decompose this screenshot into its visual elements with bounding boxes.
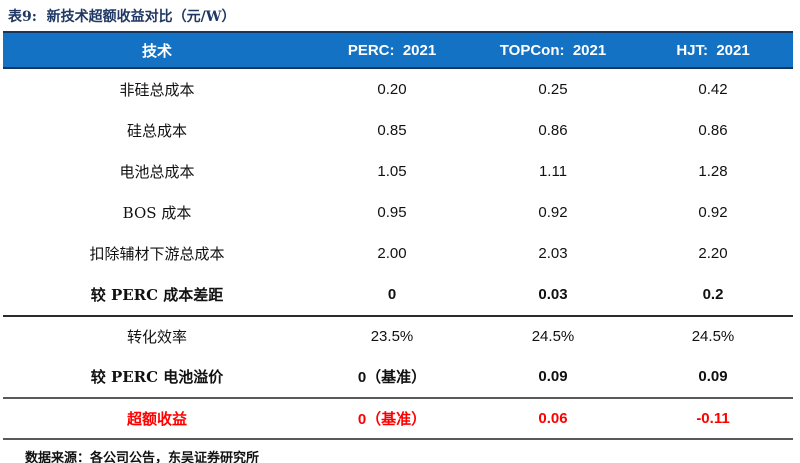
header-cell-technology: 技术 <box>141 42 172 60</box>
header-cell-perc-2021: PERC: 2021 <box>347 41 437 59</box>
table-row: 较 PERC 成本差距 0 0.03 0.2 <box>3 274 793 315</box>
table-body: 非硅总成本 0.20 0.25 0.42 硅总成本 0.85 0.86 0.86 电池总成本 1.… <box>3 69 793 440</box>
row-label: BOS 成本 <box>122 204 192 222</box>
table-title: 表9: 新技术超额收益对比（元/W） <box>8 9 236 25</box>
row-value: 0（基准） <box>357 411 427 428</box>
row-value: 0.09 <box>698 368 728 385</box>
table-row: 扣除辅材下游总成本 2.00 2.03 2.20 <box>3 233 793 274</box>
row-value: 0.03 <box>538 286 568 303</box>
row-label: 较 PERC 电池溢价 <box>90 368 224 386</box>
row-value: 0.85 <box>377 122 407 139</box>
row-value: 23.5% <box>370 328 414 345</box>
row-value: 0.06 <box>538 410 568 427</box>
row-value: 0 <box>387 286 397 303</box>
table-row: 电池总成本 1.05 1.11 1.28 <box>3 151 793 192</box>
row-value: 1.28 <box>698 163 728 180</box>
table-row: 非硅总成本 0.20 0.25 0.42 <box>3 69 793 110</box>
header-cell-hjt-2021: HJT: 2021 <box>676 41 750 59</box>
row-value: 2.00 <box>377 245 407 262</box>
row-value: 2.20 <box>698 245 728 262</box>
row-value: 2.03 <box>538 245 568 262</box>
row-value: 0.86 <box>538 122 568 139</box>
row-label: 扣除辅材下游总成本 <box>89 245 225 263</box>
data-source-note: 数据来源：各公司公告，东吴证券研究所 <box>25 451 260 463</box>
row-value: 0（基准） <box>357 369 427 386</box>
row-label: 电池总成本 <box>119 163 195 181</box>
row-value: 24.5% <box>691 328 735 345</box>
table-row: BOS 成本 0.95 0.92 0.92 <box>3 192 793 233</box>
row-label: 硅总成本 <box>126 122 187 140</box>
table-header-row: 技术 PERC: 2021 TOPCon: 2021 HJT: 2021 <box>3 31 793 69</box>
row-label: 非硅总成本 <box>119 81 195 99</box>
table-row: 硅总成本 0.85 0.86 0.86 <box>3 110 793 151</box>
row-value: 0.95 <box>377 204 407 221</box>
table-row: 较 PERC 电池溢价 0（基准） 0.09 0.09 <box>3 356 793 397</box>
row-label: 较 PERC 成本差距 <box>90 286 224 304</box>
row-value: 0.92 <box>698 204 728 221</box>
row-value: 24.5% <box>531 328 575 345</box>
header-cell-topcon-2021: TOPCon: 2021 <box>499 41 607 59</box>
row-value: 1.11 <box>538 163 568 180</box>
row-value: 0.92 <box>538 204 568 221</box>
row-value: -0.11 <box>696 410 730 427</box>
row-value: 0.2 <box>702 286 724 303</box>
row-label: 转化效率 <box>126 328 187 346</box>
row-value: 0.42 <box>698 81 728 98</box>
row-value: 0.20 <box>377 81 407 98</box>
row-label: 超额收益 <box>126 410 187 428</box>
table-row: 转化效率 23.5% 24.5% 24.5% <box>3 315 793 356</box>
row-value: 1.05 <box>377 163 407 180</box>
cost-comparison-table: 技术 PERC: 2021 TOPCon: 2021 HJT: 2021 非硅总… <box>3 31 793 440</box>
row-value: 0.09 <box>538 368 568 385</box>
row-value: 0.25 <box>538 81 568 98</box>
table-row: 超额收益 0（基准） 0.06 -0.11 <box>3 397 793 438</box>
row-value: 0.86 <box>698 122 728 139</box>
